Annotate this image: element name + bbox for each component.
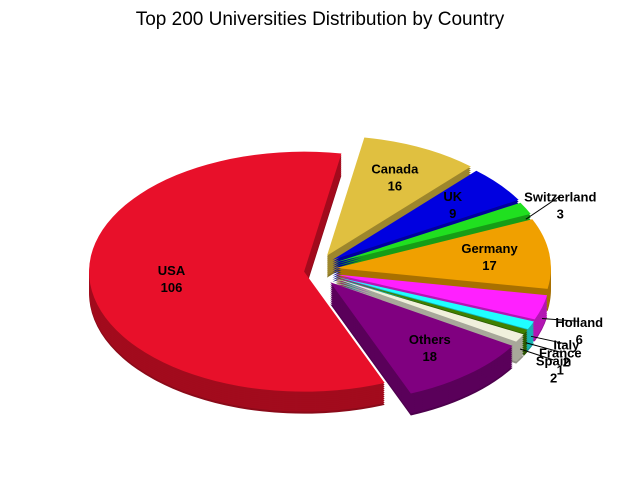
- pie-labels: Canada 16 UK 9 Switzerland 3 Germany 17 Holland 6…: [158, 161, 603, 385]
- slice-value: 6: [576, 332, 583, 347]
- slice: [333, 278, 524, 342]
- slice-value: 16: [388, 178, 402, 193]
- slice-label: France: [539, 346, 582, 361]
- leader-line: [525, 342, 561, 353]
- leader-line: [542, 317, 580, 322]
- slice-value: 2: [563, 354, 570, 369]
- slice: [334, 277, 528, 334]
- slice-value: 18: [423, 349, 437, 364]
- slice-value: 106: [161, 280, 183, 295]
- slice-side: [333, 284, 524, 348]
- slice-label: Switzerland: [524, 189, 596, 204]
- leader-line: [519, 348, 554, 361]
- slice-label: Spain: [536, 353, 571, 368]
- leader-line: [525, 195, 561, 220]
- slice-label: Germany: [461, 241, 518, 256]
- leader-line: [530, 335, 567, 345]
- slice-value: 2: [550, 370, 557, 385]
- slice: [335, 219, 551, 289]
- slice-side: [333, 280, 524, 344]
- slice: [327, 137, 471, 256]
- slice-value: 17: [482, 258, 496, 273]
- slice-label: UK: [443, 189, 462, 204]
- slice-side: [333, 282, 524, 346]
- slice: [334, 276, 534, 330]
- slice: [335, 274, 548, 320]
- slice: [89, 151, 385, 392]
- slice-label: Canada: [371, 161, 419, 176]
- slice-label: Italy: [553, 337, 580, 352]
- pie-slices: [89, 137, 551, 394]
- slice-label: USA: [158, 263, 186, 278]
- slice-value: 3: [557, 206, 564, 221]
- slice-value: 1: [557, 363, 564, 378]
- slice: [330, 282, 513, 394]
- slice: [332, 170, 519, 260]
- slice-label: Others: [409, 332, 451, 347]
- chart-title: Top 200 Universities Distribution by Cou…: [136, 9, 505, 30]
- slice: [334, 202, 531, 263]
- slice-value: 9: [449, 206, 456, 221]
- slice-label: Holland: [555, 315, 603, 330]
